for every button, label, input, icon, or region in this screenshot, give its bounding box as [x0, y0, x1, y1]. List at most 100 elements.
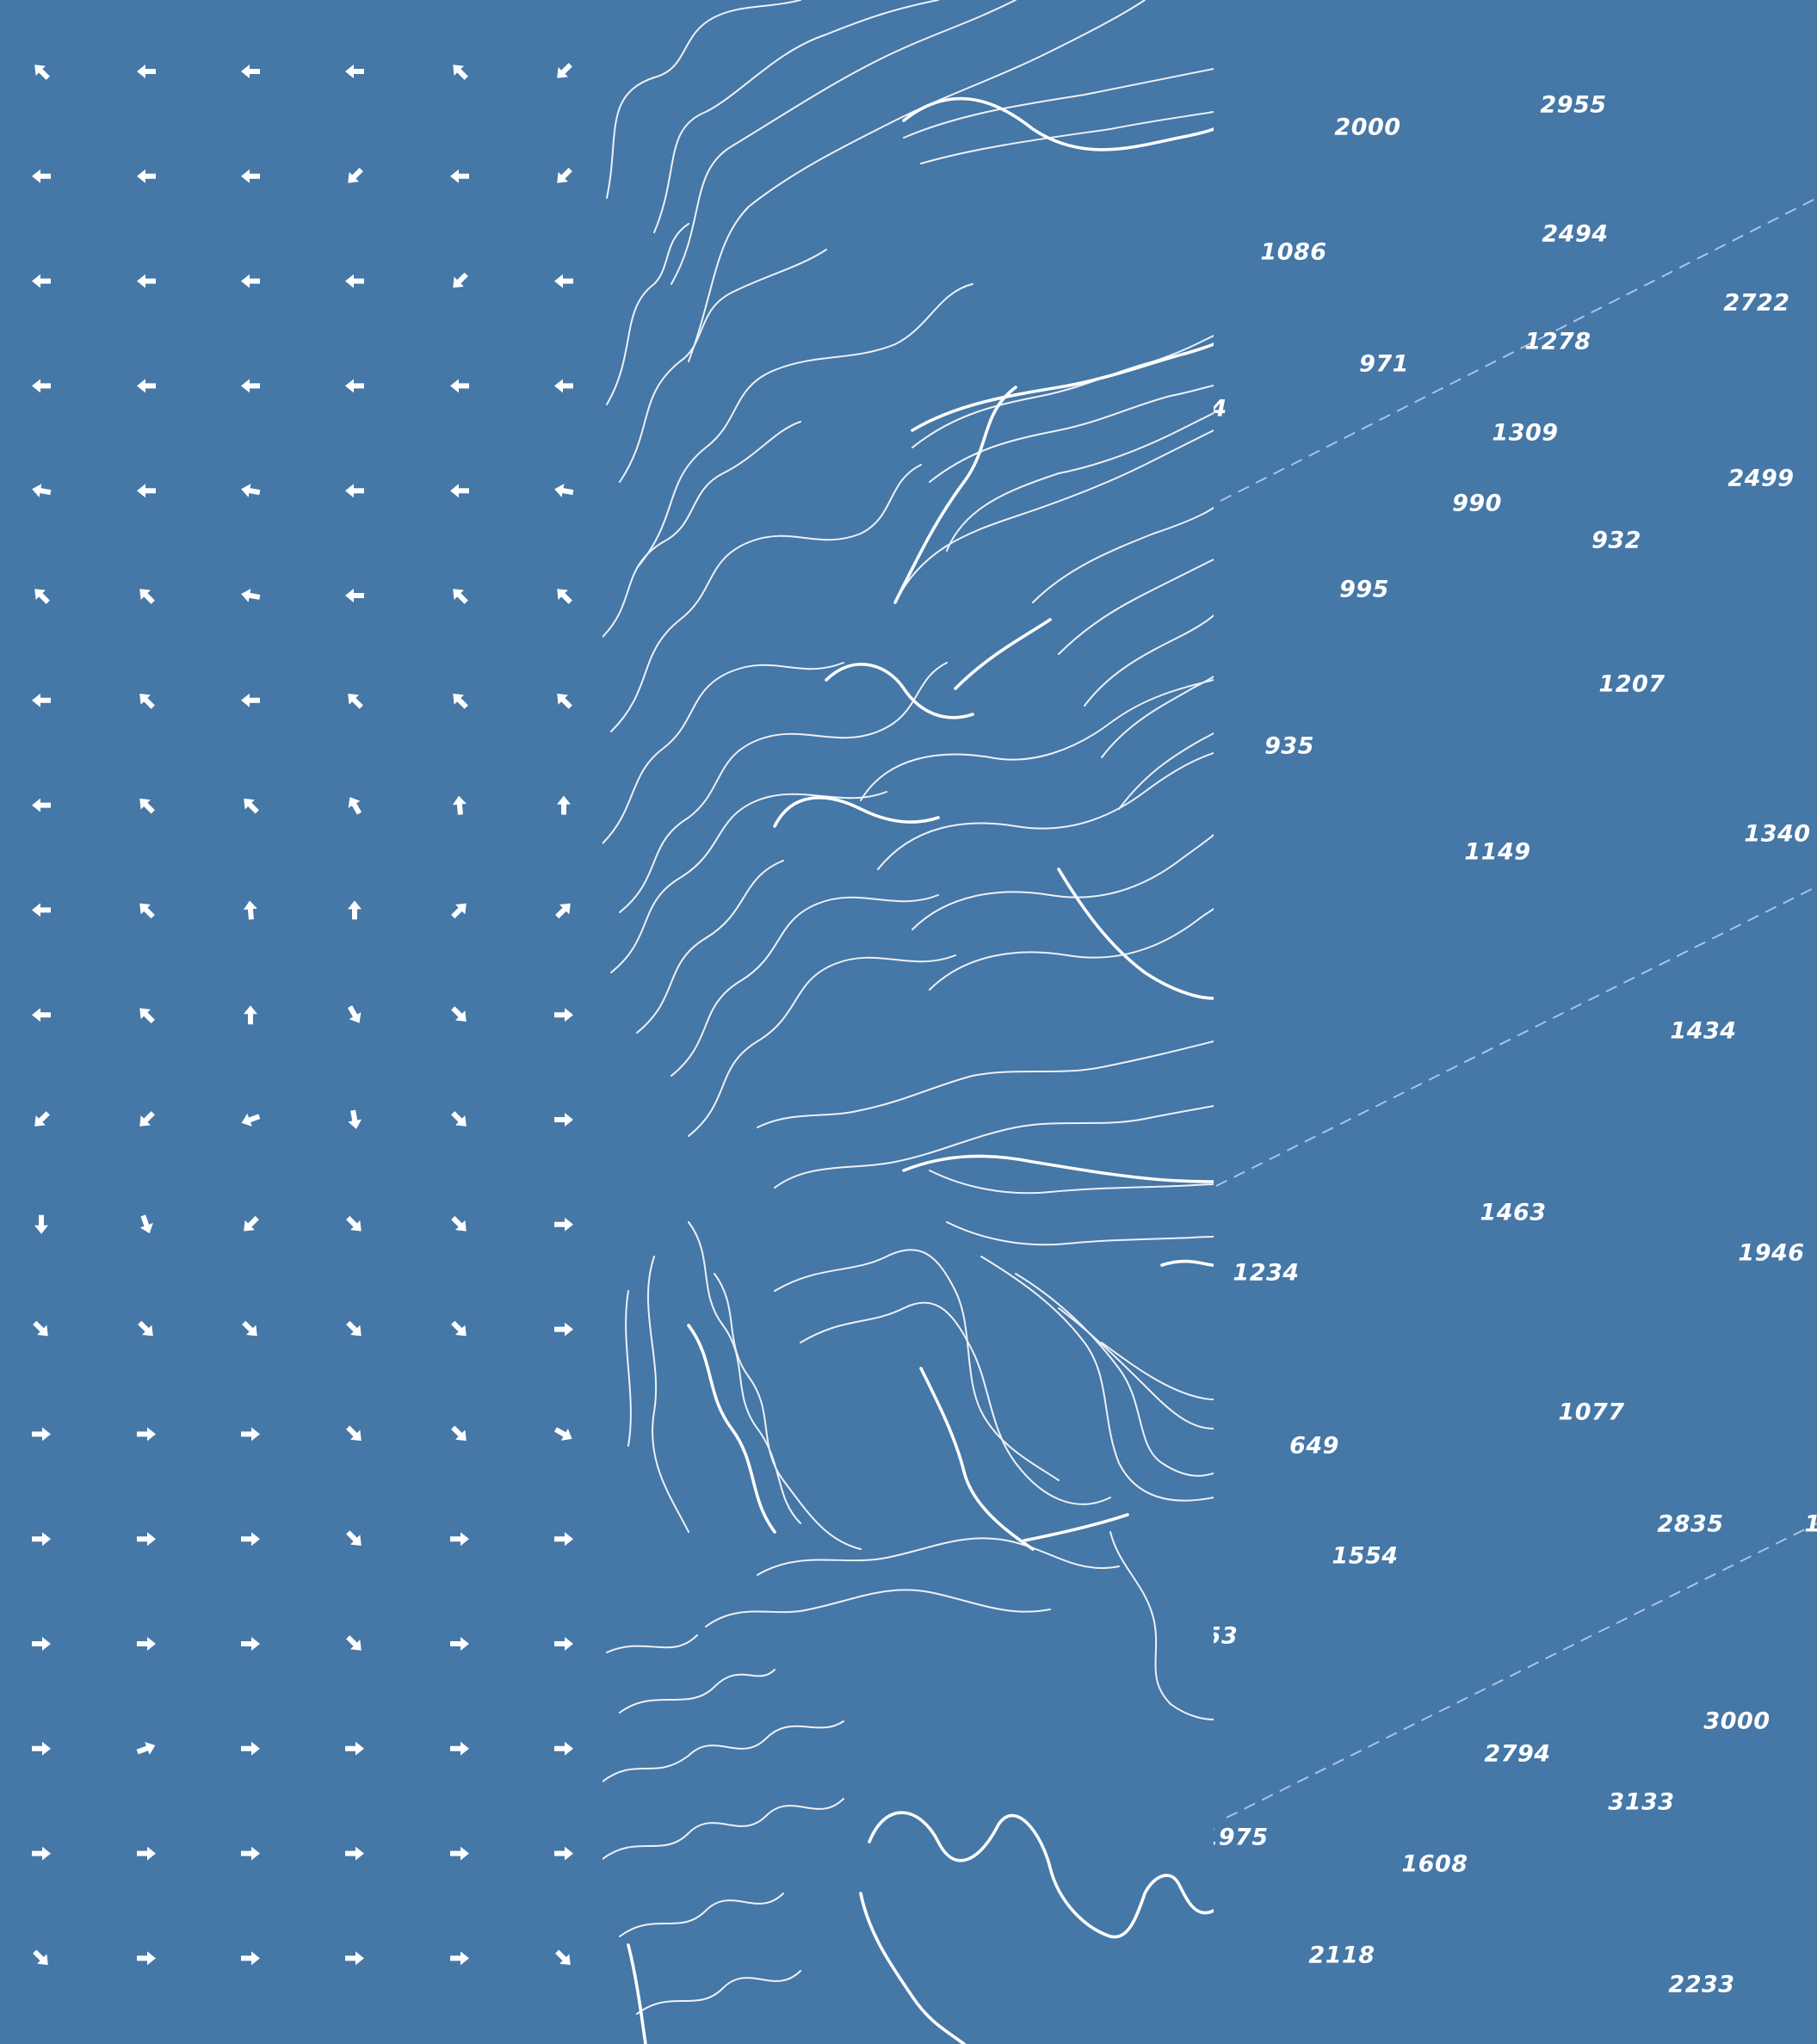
elevation-label: 1463 [1480, 1200, 1546, 1226]
vector-arrow-icon [34, 1215, 48, 1234]
contour-line [1102, 1343, 1214, 1399]
contour-line [1085, 615, 1214, 706]
index-contour-line [904, 1156, 1214, 1182]
contour-line [626, 1291, 631, 1446]
elevation-label: 990 [1452, 491, 1502, 517]
index-contour-line [904, 99, 1214, 150]
contour-line [1059, 559, 1214, 654]
vector-arrow-icon [450, 170, 469, 183]
vector-arrow-icon [450, 379, 469, 392]
vector-arrow-icon [554, 1532, 573, 1546]
vector-arrow-icon [448, 1318, 472, 1341]
contour-line [603, 422, 800, 637]
vector-arrow-icon [137, 1427, 156, 1441]
vector-arrow-icon [554, 379, 573, 392]
index-contour-line [1059, 869, 1214, 998]
contour-line [620, 250, 826, 482]
vector-arrow-icon [448, 898, 472, 922]
vector-arrow-icon [345, 65, 364, 78]
vector-arrow-icon [135, 794, 158, 817]
vector-arrow-icon [241, 275, 260, 288]
vector-arrow-icon [135, 584, 158, 608]
contour-line [930, 909, 1214, 990]
vector-arrow-icon [32, 1427, 51, 1441]
vector-arrow-icon [554, 1218, 573, 1232]
vector-arrow-icon [30, 60, 53, 83]
vector-arrow-icon [345, 1847, 364, 1861]
vector-arrow-icon [241, 379, 260, 392]
vector-arrow-icon [553, 1947, 576, 1970]
vector-arrow-icon [448, 1423, 472, 1446]
vector-arrow-icon [343, 1528, 367, 1551]
vector-arrow-icon [137, 484, 156, 497]
vector-arrow-icon [135, 689, 158, 712]
vector-arrow-icon [32, 1532, 51, 1546]
contour-line [611, 792, 887, 973]
elevation-label: 1278 [1524, 329, 1591, 355]
contour-line [603, 1721, 844, 1782]
contour-lines [603, 0, 1214, 2044]
contour-line [637, 1971, 800, 2014]
vector-arrow-icon [241, 1951, 260, 1965]
index-contour-line [689, 1325, 775, 1532]
vector-arrow-icon [137, 379, 156, 392]
elevation-label: 1434 [1670, 1018, 1736, 1045]
vector-arrow-icon [240, 587, 261, 604]
vector-arrow-icon [554, 1323, 573, 1337]
vector-arrow-icon [30, 584, 53, 608]
vector-arrow-icon [135, 1003, 158, 1027]
elevation-label: 1554 [1332, 1543, 1398, 1570]
vector-arrow-icon [31, 482, 52, 499]
vector-arrow-icon [241, 65, 260, 78]
vector-arrow-icon [448, 1213, 472, 1236]
vector-arrow-icon [32, 1637, 51, 1651]
vector-arrow-icon [32, 903, 51, 917]
vector-arrow-icon [32, 1742, 51, 1756]
vector-arrow-icon [554, 1847, 573, 1861]
vector-arrow-icon [450, 1742, 469, 1756]
vector-arrow-icon [239, 1110, 262, 1130]
contour-line [671, 0, 1016, 284]
contour-line [895, 430, 1214, 602]
vector-arrow-icon [554, 275, 573, 288]
vector-arrow-icon [553, 60, 576, 83]
contour-line [607, 0, 800, 198]
vector-arrow-icon [554, 1637, 573, 1651]
vector-arrow-icon [344, 1003, 366, 1027]
vector-arrow-icon [243, 900, 258, 920]
elevation-label: 2499 [1727, 466, 1794, 492]
vector-arrow-icon [345, 484, 364, 497]
contour-line [603, 1799, 844, 1859]
vector-arrow-icon [452, 795, 467, 815]
contour-line [912, 336, 1214, 448]
contour-line [757, 1041, 1214, 1127]
elevation-label: 1207 [1598, 671, 1665, 698]
vector-arrow-icon [450, 1847, 469, 1861]
contour-line [620, 1670, 775, 1713]
elevation-label: 1309 [1492, 420, 1558, 447]
index-contour-line [775, 798, 938, 826]
vector-arrow-icon [553, 164, 576, 188]
contour-map [603, 0, 1214, 2044]
vector-arrow-icon [241, 1427, 260, 1441]
contour-line [912, 835, 1214, 929]
elevation-label: 1340 [1744, 821, 1810, 848]
vector-arrow-icon [32, 1847, 51, 1861]
index-contour-line [912, 344, 1214, 430]
vector-arrow-icon [137, 65, 156, 78]
elevation-label: 2000 [1334, 114, 1400, 141]
contour-line [689, 1222, 800, 1523]
contour-line [775, 1106, 1214, 1188]
elevation-label: 2494 [1542, 221, 1608, 248]
elevation-label: 932 [1591, 528, 1641, 554]
contour-line [689, 0, 1145, 361]
elevation-label: 2233 [1668, 1972, 1734, 1998]
contour-line [800, 1303, 1110, 1504]
elevation-label: 1086 [1260, 239, 1326, 266]
index-contour-line [628, 1945, 646, 2044]
contour-line [757, 1538, 1119, 1575]
vector-arrow-icon [241, 694, 260, 707]
elevation-label: 649 [1289, 1433, 1339, 1460]
contour-line [904, 69, 1214, 138]
vector-arrow-icon [450, 1637, 469, 1651]
